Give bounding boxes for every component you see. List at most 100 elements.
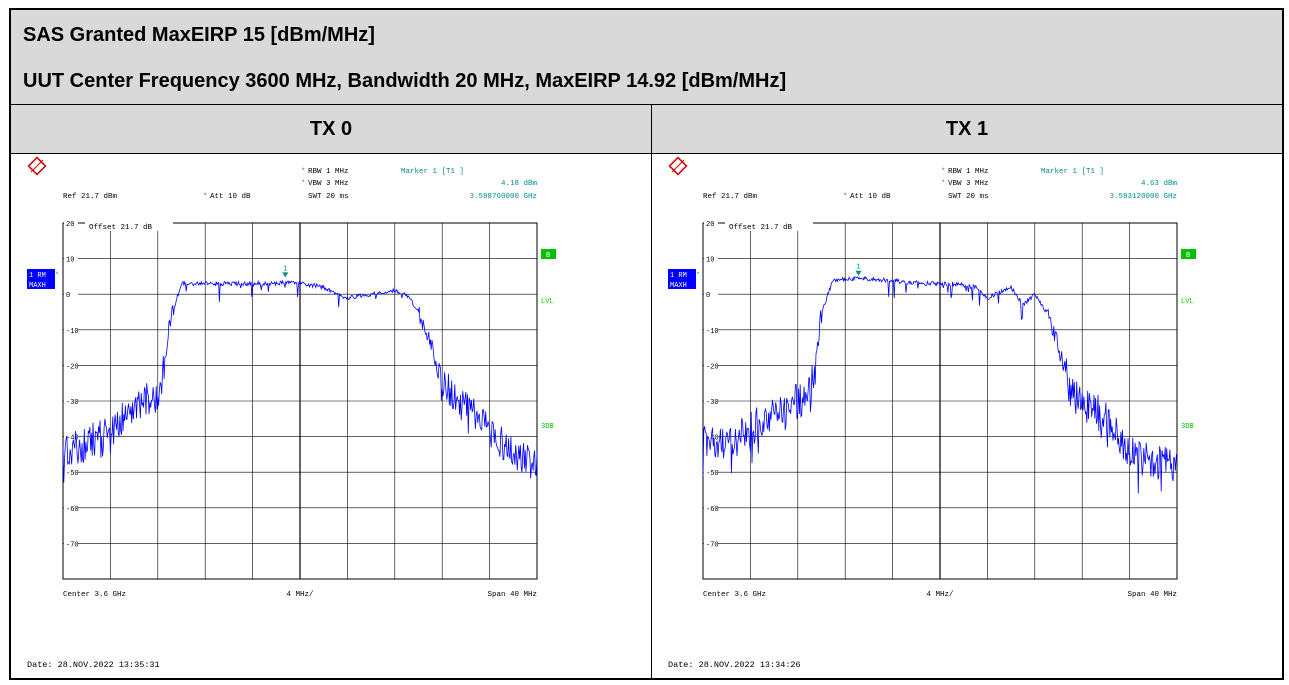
y-tick-label: -40 — [66, 435, 79, 443]
vbw-label: VBW 3 MHz — [308, 180, 349, 188]
marker-frequency: 3.598760000 GHz — [469, 193, 537, 201]
span-label: Span 40 MHz — [1127, 591, 1177, 599]
b-label-bg — [1181, 249, 1196, 259]
vbw-label: VBW 3 MHz — [948, 180, 989, 188]
column-divider — [651, 105, 652, 680]
trace-star: * — [696, 272, 700, 280]
spectrum-trace — [702, 275, 1178, 494]
marker-1 — [282, 272, 289, 278]
tick-label-bg — [64, 290, 78, 299]
column-header-tx1: TX 1 — [652, 105, 1282, 154]
ref-label: Ref 21.7 dBm — [703, 193, 758, 201]
spectrum-panel-tx1: * RBW 1 MHz * VBW 3 MHz SWT 20 ms Ref 21.7 dB… — [652, 154, 1282, 680]
vbw-star: * — [941, 180, 946, 188]
lvl-label: LVL — [1181, 298, 1194, 306]
tick-label-bg — [64, 468, 78, 477]
y-tick-label: -30 — [66, 399, 79, 407]
ref-label: Ref 21.7 dBm — [63, 193, 118, 201]
marker-1 — [855, 270, 862, 276]
trace-sub-label: MAXH — [670, 282, 687, 290]
y-tick-label: -10 — [706, 328, 719, 336]
trace-label-bg — [668, 269, 696, 279]
swt-label: SWT 20 ms — [948, 193, 989, 201]
tick-label-bg — [704, 397, 718, 405]
rohde-schwarz-logo — [668, 156, 688, 176]
y-tick-label: 0 — [706, 292, 710, 300]
att-star: * — [203, 193, 208, 201]
rohde-schwarz-logo — [27, 156, 47, 176]
tick-label-bg — [64, 539, 78, 548]
uut-settings-title: UUT Center Frequency 3600 MHz, Bandwidth… — [23, 70, 787, 92]
division-label: 4 MHz/ — [926, 591, 954, 599]
y-tick-label: -60 — [706, 506, 719, 514]
marker-title: Marker 1 [T1 ] — [1041, 168, 1104, 176]
y-tick-label: -20 — [706, 363, 719, 371]
3db-label: 3DB — [1181, 423, 1194, 431]
tick-label-bg — [64, 432, 78, 441]
tick-label-bg — [704, 290, 718, 299]
3db-label: 3DB — [541, 423, 554, 431]
marker-level: 4.18 dBm — [501, 180, 538, 188]
y-tick-label: 20 — [66, 221, 74, 229]
offset-label-bg — [85, 222, 173, 231]
date-label: Date: 28.NOV.2022 13:35:31 — [27, 660, 160, 670]
marker-title: Marker 1 [T1 ] — [401, 168, 464, 176]
tick-label-bg — [704, 325, 718, 334]
vbw-star: * — [301, 180, 306, 188]
b-label: B — [546, 252, 550, 260]
att-label: Att 10 dB — [850, 193, 891, 201]
span-label: Span 40 MHz — [487, 591, 537, 599]
trace-label-bg — [27, 269, 55, 279]
y-tick-label: 10 — [706, 257, 714, 265]
trace-sub-label: MAXH — [29, 282, 46, 290]
trace-label: 1 RM — [670, 272, 687, 280]
trace-sub-bg — [668, 279, 696, 289]
y-tick-label: 20 — [706, 221, 714, 229]
granted-eirp-title: SAS Granted MaxEIRP 15 [dBm/MHz] — [23, 24, 375, 46]
column-header-tx0: TX 0 — [11, 105, 652, 154]
y-tick-label: -70 — [66, 541, 79, 549]
offset-label: Offset 21.7 dB — [89, 224, 153, 232]
division-label: 4 MHz/ — [286, 591, 314, 599]
offset-label-bg — [725, 222, 813, 231]
att-label: Att 10 dB — [210, 193, 251, 201]
marker-frequency: 3.593120000 GHz — [1109, 193, 1177, 201]
offset-label: Offset 21.7 dB — [729, 224, 793, 232]
marker-level: 4.63 dBm — [1141, 180, 1178, 188]
rbw-star: * — [941, 168, 946, 176]
logo-stripe — [671, 159, 685, 173]
table-header: SAS Granted MaxEIRP 15 [dBm/MHz] UUT Cen… — [11, 10, 1282, 105]
tick-label-bg — [704, 468, 718, 477]
swt-label: SWT 20 ms — [308, 193, 349, 201]
tick-label-bg — [704, 219, 718, 227]
y-tick-label: -50 — [66, 470, 79, 478]
lvl-label: LVL — [541, 298, 554, 306]
y-tick-label: -10 — [66, 328, 79, 336]
spectrum-trace — [62, 279, 538, 483]
y-tick-label: 10 — [66, 257, 74, 265]
rbw-label: RBW 1 MHz — [948, 168, 989, 176]
y-tick-label: -30 — [706, 399, 719, 407]
y-tick-label: 0 — [66, 292, 70, 300]
tick-label-bg — [64, 219, 78, 227]
center-frequency-label: Center 3.6 GHz — [703, 591, 766, 599]
trace-label: 1 RM — [29, 272, 46, 280]
rbw-label: RBW 1 MHz — [308, 168, 349, 176]
att-star: * — [843, 193, 848, 201]
y-tick-label: -60 — [66, 506, 79, 514]
tick-label-bg — [64, 254, 78, 263]
center-frequency-label: Center 3.6 GHz — [63, 591, 126, 599]
marker-number: 1 — [856, 264, 860, 272]
date-label: Date: 28.NOV.2022 13:34:26 — [668, 660, 801, 670]
tick-label-bg — [704, 254, 718, 263]
tick-label-bg — [704, 361, 718, 370]
trace-star: * — [55, 272, 59, 280]
results-table: SAS Granted MaxEIRP 15 [dBm/MHz] UUT Cen… — [9, 8, 1284, 680]
y-tick-label: -40 — [706, 435, 719, 443]
spectrum-panel-tx0: * RBW 1 MHz * VBW 3 MHz SWT 20 ms Ref 21.7 dB… — [11, 154, 651, 680]
tick-label-bg — [64, 325, 78, 334]
tick-label-bg — [64, 361, 78, 370]
y-tick-label: -20 — [66, 363, 79, 371]
b-label-bg — [541, 249, 556, 259]
